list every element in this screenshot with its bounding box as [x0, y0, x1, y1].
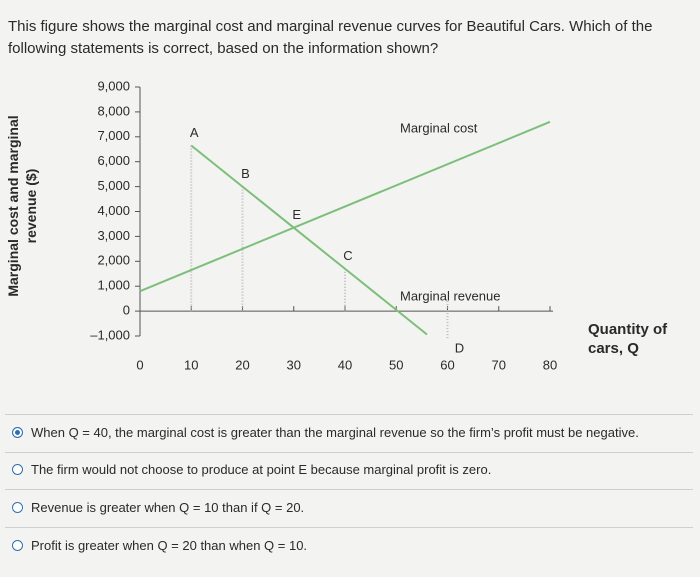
y-axis-label: Marginal cost and marginal revenue ($) [5, 115, 39, 297]
x-tick-label: 20 [235, 357, 249, 372]
option-text: Profit is greater when Q = 20 than when … [31, 538, 308, 553]
point-label: C [343, 248, 352, 263]
option-text: The firm would not choose to produce at … [31, 462, 492, 477]
option[interactable]: When Q = 40, the marginal cost is greate… [12, 425, 639, 440]
x-tick-label: 0 [136, 357, 143, 372]
y-tick-label: 2,000 [97, 253, 130, 268]
radio-button[interactable] [12, 464, 23, 475]
option[interactable]: Revenue is greater when Q = 10 than if Q… [12, 500, 304, 515]
y-tick-label: 5,000 [97, 178, 130, 193]
line [190, 144, 428, 336]
y-tick-label: 6,000 [97, 153, 130, 168]
x-tick-label: 40 [338, 357, 352, 372]
radio-button[interactable] [12, 502, 23, 513]
separator [5, 452, 693, 453]
x-tick-label: 70 [492, 357, 506, 372]
option-text: When Q = 40, the marginal cost is greate… [31, 425, 639, 440]
separator [5, 489, 693, 490]
radio-button[interactable] [12, 540, 23, 551]
radio-button[interactable] [12, 427, 23, 438]
line-label: Marginal revenue [400, 288, 500, 303]
separator [5, 527, 693, 528]
x-tick-label: 30 [287, 357, 301, 372]
x-tick-label: 50 [389, 357, 403, 372]
point-label: D [455, 341, 464, 356]
x-axis-label: Quantity of cars, Q [588, 321, 668, 357]
x-tick-label: 10 [184, 357, 198, 372]
y-tick-label: 4,000 [97, 203, 130, 218]
chart: –1,000 0 1,000 2,000 3,000 4,000 5,000 6,000 7,0… [90, 78, 557, 372]
y-tick-label: 3,000 [97, 228, 130, 243]
y-tick-label: 9,000 [97, 78, 130, 93]
line [139, 120, 551, 293]
option[interactable]: Profit is greater when Q = 20 than when … [12, 538, 307, 553]
option[interactable]: The firm would not choose to produce at … [12, 462, 491, 477]
separator [5, 414, 693, 415]
point-label: A [190, 125, 199, 140]
x-tick-label: 60 [440, 357, 454, 372]
x-tick-label: 80 [543, 357, 557, 372]
y-tick-label: 0 [123, 303, 130, 318]
line-label: Marginal cost [400, 120, 478, 135]
y-tick-label: –1,000 [90, 327, 130, 342]
point-label: E [292, 207, 301, 222]
y-tick-label: 1,000 [97, 278, 130, 293]
option-text: Revenue is greater when Q = 10 than if Q… [31, 500, 305, 515]
y-tick-label: 7,000 [97, 128, 130, 143]
question: This figure shows the marginal cost and … [8, 18, 653, 57]
point-label: B [241, 166, 250, 181]
y-tick-label: 8,000 [97, 103, 130, 118]
